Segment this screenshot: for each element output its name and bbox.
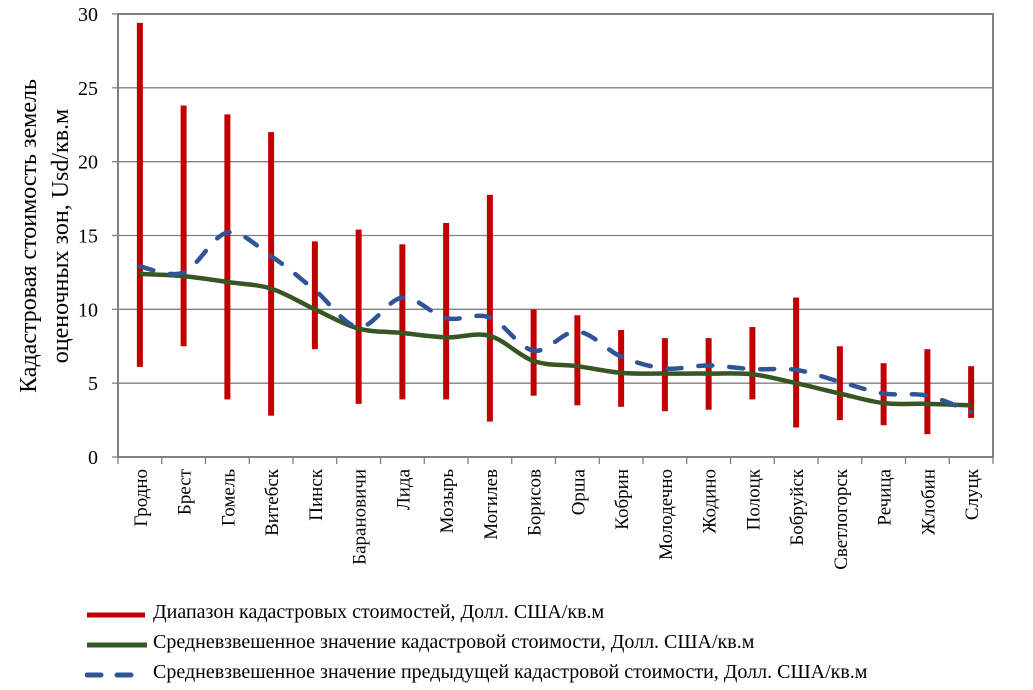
range-bar [836,346,843,421]
range-bar [486,194,493,422]
range-bar [574,315,581,406]
legend-item-range: Диапазон кадастровых стоимостей, Долл. С… [85,597,867,627]
x-axis-ticks [117,457,994,464]
y-tick-label: 30 [78,4,98,26]
x-tick-label: Могилев [481,469,502,540]
range-bar [180,105,187,347]
range-bar [399,244,406,400]
x-tick-label: Жлобин [918,469,939,535]
y-tick-label: 0 [88,447,98,469]
x-tick-label: Речица [875,468,896,525]
legend-swatch-range [85,605,147,619]
range-bar [224,114,231,400]
gridlines [118,87,993,384]
series-lines [137,230,974,415]
x-tick-labels: Гродно Брест Гомель Витебск Пинск Барановичи Л… [131,468,983,570]
legend-swatch-previous [84,665,150,679]
range-bar [924,349,931,435]
legend-item-previous: Средневзвешенное значение предыдущей кад… [84,657,868,687]
chart: 0 5 10 15 20 25 30 Гродно Брест Гомель Витебск Пин… [16,4,994,570]
range-bars [136,22,975,435]
range-bar [443,222,450,400]
range-bar [355,229,362,404]
x-tick-label: Полоцк [743,468,764,530]
y-axis-ticks [112,13,118,458]
x-tick-label: Витебск [262,468,283,536]
y-tick-label: 5 [88,373,98,395]
x-tick-label: Кобрин [612,469,633,530]
legend: Диапазон кадастровых стоимостей, Долл. С… [84,597,868,687]
y-tick-label: 15 [78,226,98,248]
x-tick-label: Жодино [700,469,721,534]
legend-swatch-current [85,635,147,649]
legend-label-current: Средневзвешенное значение кадастровой ст… [153,630,755,653]
legend-label-range: Диапазон кадастровых стоимостей, Долл. С… [153,600,605,623]
range-bar [968,366,975,418]
y-tick-label: 20 [78,152,98,174]
x-tick-label: Гродно [131,469,152,527]
y-axis-title-line-2: оценочных зон, Usd/кв.м [48,109,74,363]
x-tick-label: Орша [568,468,589,515]
range-bar [618,330,625,407]
y-axis-title: Кадастровая стоимость земель оценочных з… [16,79,74,393]
y-tick-labels: 0 5 10 15 20 25 30 [78,4,98,469]
x-tick-label: Борисов [525,469,546,536]
series-line-current [139,271,972,408]
range-bar [268,132,275,416]
x-tick-label: Мозырь [437,469,458,534]
x-tick-label: Молодечно [656,469,677,560]
range-bar [749,327,756,400]
x-tick-label: Слуцк [962,468,983,520]
series-line-previous [137,230,974,415]
y-tick-label: 25 [78,78,98,100]
legend-item-current: Средневзвешенное значение кадастровой ст… [85,627,867,657]
x-tick-label: Пинск [306,468,327,520]
range-bar [793,297,800,428]
x-tick-label: Гомель [218,469,239,526]
x-tick-label: Бобруйск [787,468,808,545]
y-axis-title-line-1: Кадастровая стоимость земель [16,79,42,393]
x-tick-label: Лида [393,468,414,510]
y-tick-label: 10 [78,299,98,321]
range-bar [136,22,143,367]
x-tick-label: Светлогорск [831,468,852,570]
x-tick-label: Барановичи [350,469,371,565]
range-bar [311,241,318,350]
legend-label-previous: Средневзвешенное значение предыдущей кад… [153,660,868,683]
x-tick-label: Брест [175,468,196,515]
